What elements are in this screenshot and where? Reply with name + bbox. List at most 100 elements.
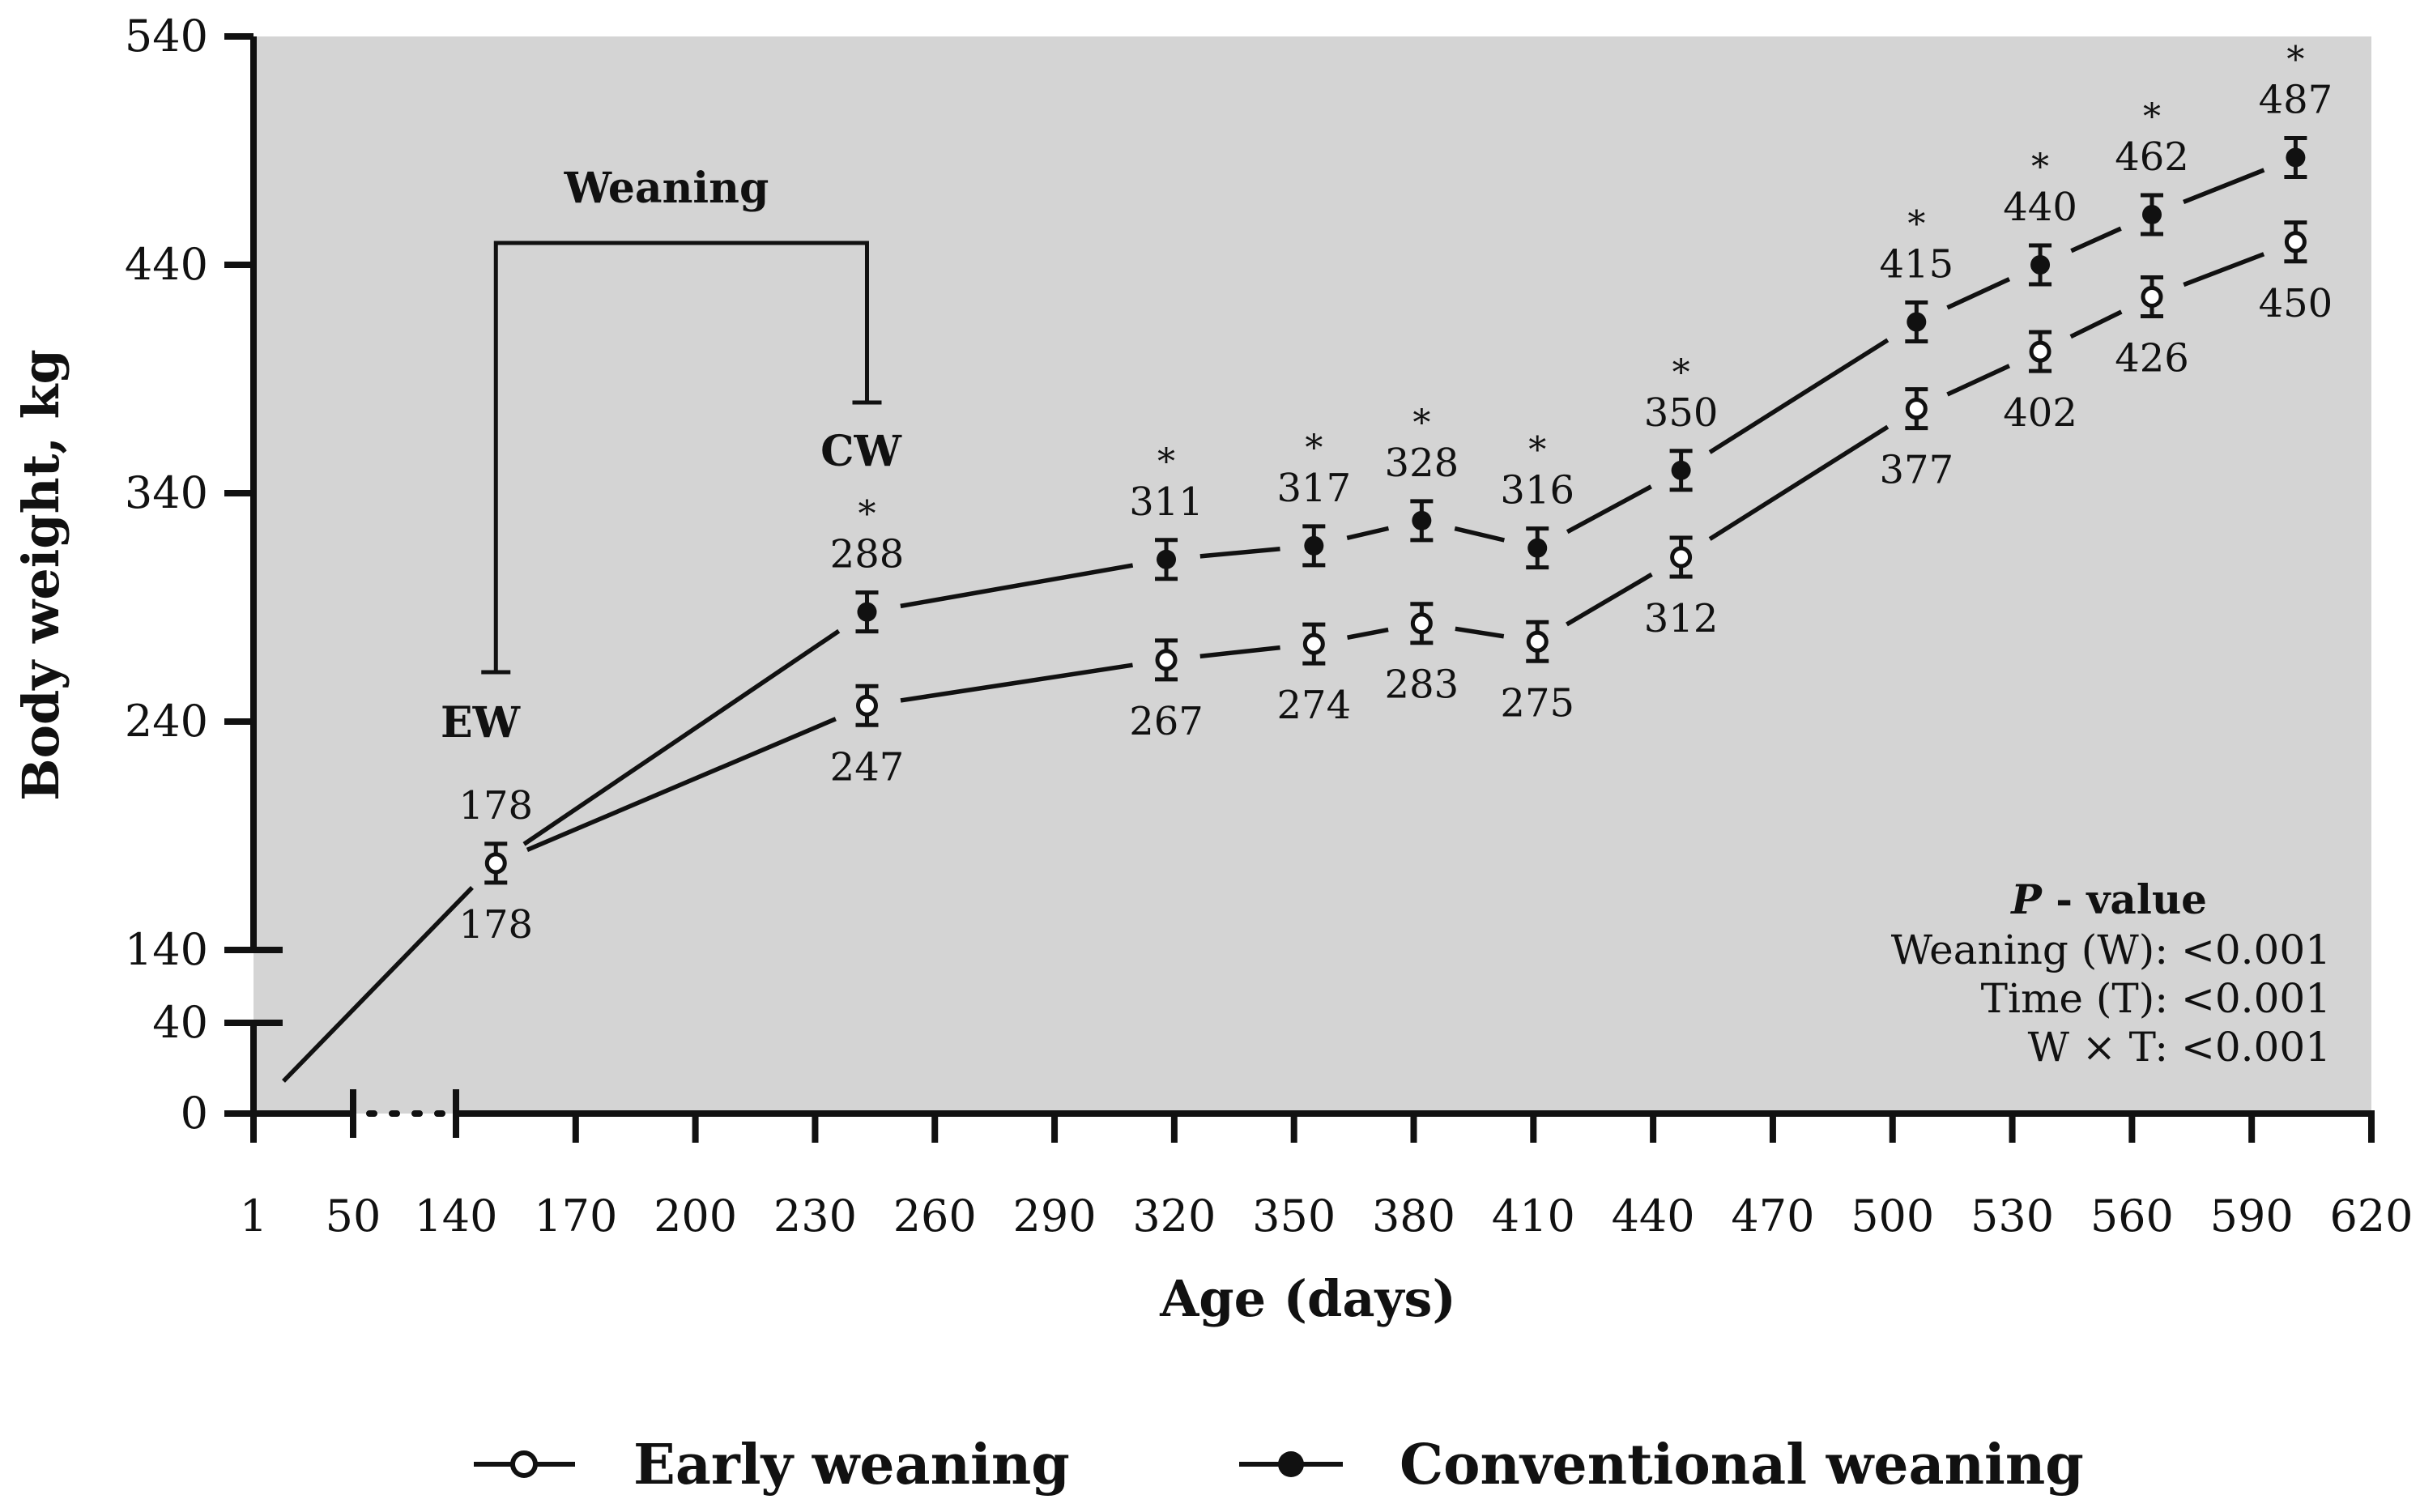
significance-star: *	[1672, 352, 1690, 394]
early-weaning-segment	[1347, 627, 1389, 640]
data-points	[484, 147, 2307, 875]
early-weaning-data-label: 377	[1880, 448, 1954, 493]
p-value-box: P - value Weaning (W): <0.001 Time (T): …	[1891, 875, 2331, 1071]
conventional-weaning-segment	[2183, 168, 2265, 205]
conventional-weaning-point	[2030, 255, 2051, 275]
legend-item-early-weaning: Early weaning	[474, 1433, 1070, 1497]
x-tick-label: 1	[240, 1190, 267, 1242]
early-weaning-point	[2284, 231, 2307, 253]
p-value-title-p: P	[2009, 875, 2043, 923]
x-tick-label: 560	[2090, 1190, 2174, 1242]
significance-star: *	[1412, 402, 1430, 444]
conventional-weaning-segment	[900, 563, 1134, 609]
early-weaning-segment	[1199, 645, 1280, 659]
x-tick-label: 200	[654, 1190, 737, 1242]
x-tick-label: 170	[534, 1190, 617, 1242]
y-tick-label: 540	[125, 11, 208, 62]
p-value-title-rest: - value	[2042, 875, 2207, 923]
x-tick-label: 230	[773, 1190, 857, 1242]
early-weaning-segment	[900, 662, 1133, 703]
early-weaning-segment	[1946, 364, 2011, 397]
y-tick-label: 140	[125, 924, 208, 975]
conventional-weaning-segment	[1454, 526, 1506, 543]
conventional-weaning-data-label: 415	[1880, 242, 1954, 287]
legend-early-label: Early weaning	[633, 1433, 1070, 1497]
weaning-bracket-line	[493, 241, 869, 672]
axis-ticks: 0 40 140 240 340 440 540 1 50 140 170 200 230 260 290 3…	[125, 11, 2414, 1242]
x-tick-label: 290	[1013, 1190, 1097, 1242]
conventional-weaning-point	[2286, 147, 2306, 168]
conventional-weaning-segment	[1708, 338, 1890, 454]
conventional-weaning-data-label: 350	[1644, 390, 1719, 436]
x-axis-title: Age (days)	[1159, 1269, 1456, 1328]
conventional-weaning-point	[2142, 204, 2162, 224]
conventional-weaning-data-label: 288	[830, 532, 905, 577]
conventional-weaning-point	[1412, 510, 1432, 530]
x-tick-label: 590	[2210, 1190, 2294, 1242]
early-weaning-marker-label: EW	[441, 698, 522, 747]
early-weaning-segment	[2183, 252, 2265, 287]
conventional-weaning-segment	[1946, 277, 2011, 310]
y-tick-label: 340	[125, 467, 208, 518]
x-tick-label: 320	[1132, 1190, 1216, 1242]
significance-star: *	[2143, 96, 2161, 138]
early-weaning-data-label: 247	[830, 744, 905, 790]
y-axis-title: Body weight, kg	[11, 349, 70, 801]
significance-star: *	[1305, 428, 1323, 469]
x-tick-label: 440	[1612, 1190, 1695, 1242]
x-tick-label: 260	[893, 1190, 977, 1242]
early-weaning-point	[484, 852, 507, 875]
early-weaning-segment	[1455, 626, 1505, 639]
weaning-label: Weaning	[564, 164, 769, 213]
conventional-weaning-point	[857, 602, 877, 622]
early-weaning-data-label: 426	[2115, 335, 2189, 381]
p-value-time: Time (T): <0.001	[1981, 975, 2331, 1022]
x-tick-label: 50	[326, 1190, 381, 1242]
early-weaning-segment	[282, 886, 474, 1083]
legend-item-conventional-weaning: Conventional weaning	[1239, 1433, 2084, 1497]
early-weaning-segment	[526, 717, 837, 852]
legend-conventional-label: Conventional weaning	[1400, 1433, 2084, 1497]
early-weaning-segment	[2069, 309, 2123, 339]
significance-star: *	[2286, 39, 2304, 80]
significance-star: *	[858, 494, 876, 535]
significance-star: *	[2031, 147, 2049, 188]
conventional-weaning-point	[1527, 538, 1548, 558]
early-weaning-point	[855, 694, 878, 717]
conventional-weaning-segment	[522, 628, 841, 846]
plot-background	[254, 36, 2371, 1114]
x-tick-label: 350	[1252, 1190, 1336, 1242]
legend-early-marker	[510, 1450, 538, 1478]
early-weaning-point	[1905, 398, 1928, 420]
legend: Early weaning Conventional weaning	[474, 1433, 2084, 1497]
x-tick-label: 500	[1851, 1190, 1934, 1242]
early-weaning-data-label: 450	[2259, 281, 2333, 326]
early-weaning-point	[1155, 649, 1178, 671]
early-weaning-data-label: 178	[458, 902, 533, 948]
p-value-interaction: W × T: <0.001	[2028, 1024, 2331, 1071]
y-tick-label: 0	[181, 1088, 208, 1139]
conventional-weaning-data-label: 440	[2003, 185, 2077, 230]
p-value-weaning: Weaning (W): <0.001	[1891, 926, 2331, 973]
y-tick-label: 440	[125, 239, 208, 290]
conventional-weaning-data-label: 178	[458, 783, 533, 828]
weaning-bracket	[481, 241, 882, 675]
early-weaning-segment	[1566, 572, 1653, 627]
early-weaning-data-label: 267	[1129, 699, 1204, 744]
conventional-weaning-segment	[1346, 526, 1390, 541]
early-weaning-point	[2029, 340, 2051, 363]
early-weaning-point	[1670, 546, 1693, 569]
early-weaning-data-label: 283	[1385, 662, 1459, 708]
conventional-weaning-point	[1304, 535, 1324, 556]
conventional-weaning-segment	[1566, 484, 1652, 535]
conventional-weaning-segment	[2070, 226, 2122, 253]
early-weaning-point	[2141, 285, 2163, 308]
x-tick-label: 530	[1971, 1190, 2054, 1242]
conventional-weaning-data-label: 311	[1129, 479, 1204, 525]
y-tick-label: 240	[125, 696, 208, 747]
early-weaning-data-label: 402	[2003, 390, 2077, 436]
legend-conventional-marker	[1278, 1451, 1304, 1477]
x-tick-label: 470	[1731, 1190, 1814, 1242]
